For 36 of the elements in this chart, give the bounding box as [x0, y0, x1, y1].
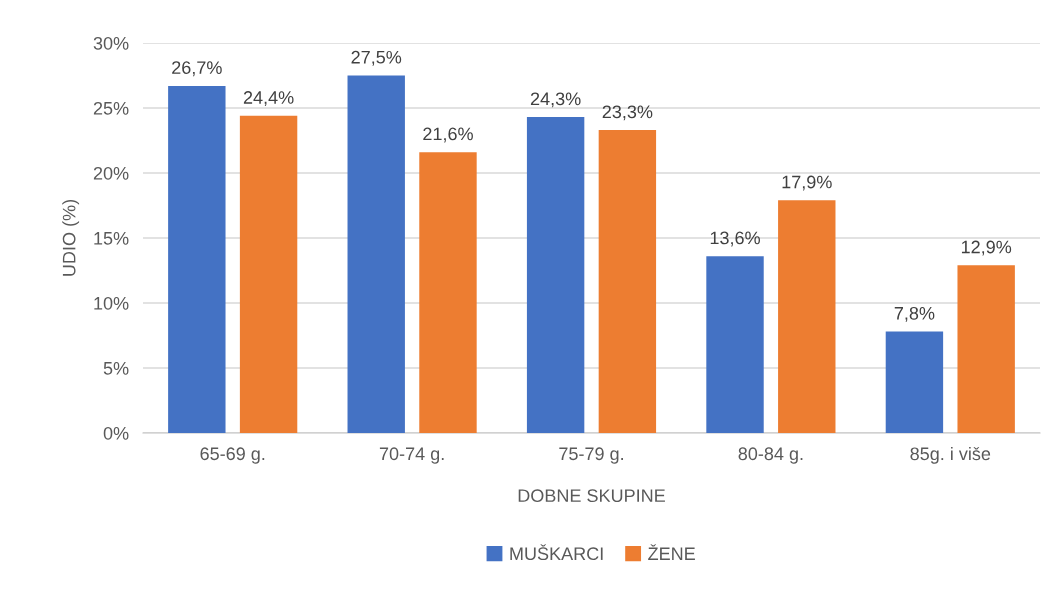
y-tick-label: 30%	[93, 36, 129, 50]
bar	[347, 75, 405, 433]
bar	[706, 256, 764, 433]
bar	[885, 331, 944, 433]
data-label: 12,9%	[961, 240, 1012, 256]
data-label: 26,7%	[172, 61, 222, 77]
bar	[957, 265, 1015, 433]
x-tick-label: 75-79 g.	[559, 447, 623, 464]
data-label: 27,5%	[351, 50, 402, 66]
y-axis-title: UDIO (%)	[62, 200, 80, 276]
y-tick-label: 5%	[103, 362, 129, 375]
x-axis-title: DOBNE SKUPINE	[518, 489, 665, 503]
data-label: 24,4%	[243, 91, 294, 107]
bar	[526, 117, 585, 433]
bar	[598, 130, 657, 433]
legend-label: ŽENE	[648, 544, 695, 560]
x-tick-label: 70-74 g.	[379, 447, 444, 464]
legend-label: MUŠKARCI	[510, 544, 603, 561]
x-tick-label: 65-69 g.	[200, 447, 265, 464]
data-label: 17,9%	[782, 175, 832, 191]
data-label: 23,3%	[602, 105, 653, 121]
y-tick-label: 10%	[94, 296, 129, 310]
bar	[239, 115, 298, 433]
bar	[419, 152, 477, 433]
y-tick-label: 15%	[94, 232, 129, 245]
y-tick-label: 0%	[103, 426, 129, 440]
data-label: 7,8%	[894, 306, 935, 322]
bar	[168, 85, 226, 433]
y-tick-label: 20%	[93, 166, 129, 180]
data-label: 13,6%	[710, 231, 760, 247]
data-label: 24,3%	[530, 92, 581, 108]
x-tick-label: 80-84 g.	[738, 447, 803, 464]
x-tick-label: 85g. i više	[910, 446, 991, 464]
y-tick-label: 25%	[93, 101, 129, 115]
data-label: 21,6%	[423, 127, 473, 143]
bar	[778, 200, 836, 433]
